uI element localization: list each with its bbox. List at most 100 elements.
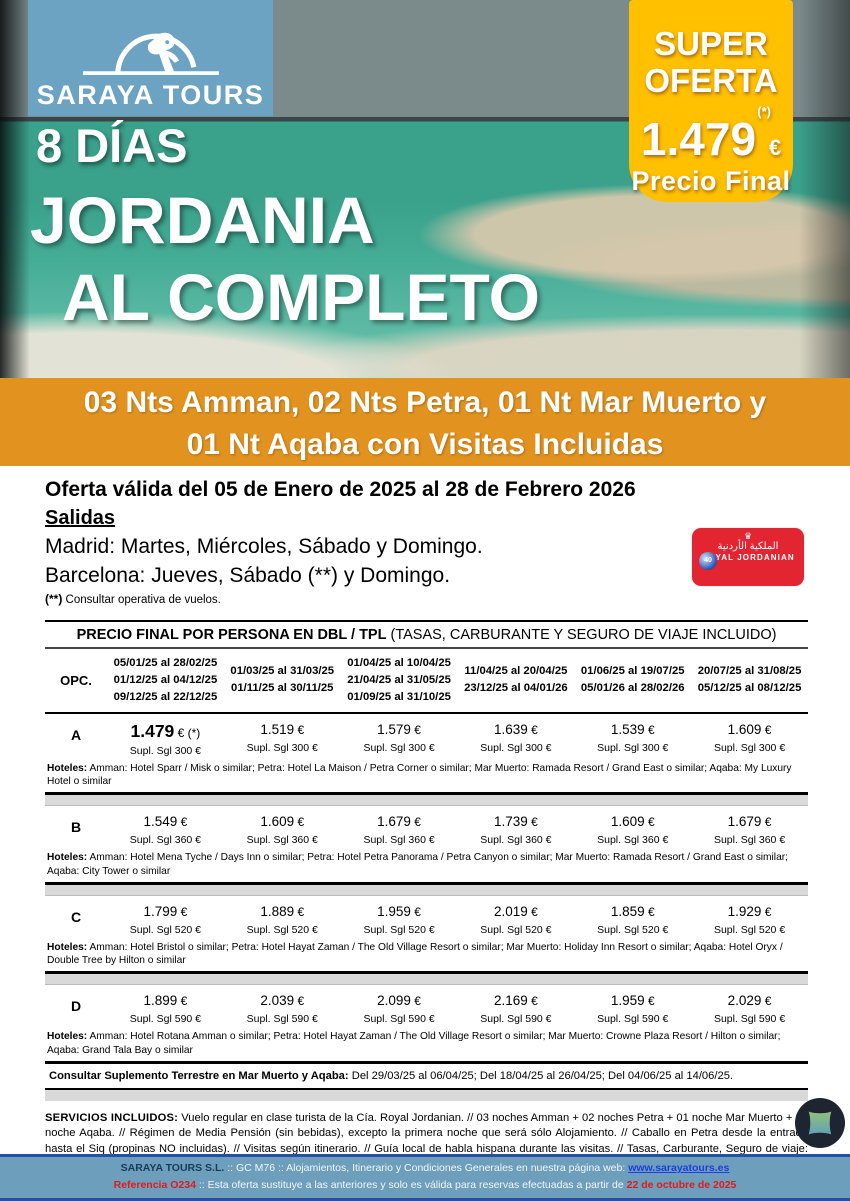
price-table-header: OPC. 05/01/25 al 28/02/25 01/12/25 al 04/…	[45, 649, 808, 714]
price-cell: 1.539 € Supl. Sgl 300 €	[574, 721, 691, 754]
single-supplement: Supl. Sgl 300 €	[129, 744, 202, 757]
option-letter: D	[70, 998, 82, 1015]
single-supplement: Supl. Sgl 520 €	[713, 923, 786, 936]
hero-title: JORDANIA AL COMPLETO	[30, 182, 540, 336]
badge-oferta: OFERTA	[644, 61, 778, 99]
saraya-tours-logo: SARAYA TOURS	[28, 0, 273, 116]
badge-super: SUPER	[654, 25, 768, 62]
rj-anniversary-emblem: 40	[699, 552, 717, 570]
conditions-paragraph-1: SERVICIOS INCLUIDOS: Vuelo regular en cl…	[45, 1111, 808, 1170]
super-offer-badge: SUPER OFERTA (*) 1.479 € Precio Final	[629, 0, 793, 202]
price-cell: 1.929 € Supl. Sgl 520 €	[691, 903, 808, 936]
table-spacer	[45, 1089, 808, 1101]
price-cell: 2.029 € Supl. Sgl 590 €	[691, 992, 808, 1025]
euro-sign: €	[768, 134, 782, 160]
single-supplement: Supl. Sgl 360 €	[246, 834, 318, 847]
opc-header: OPC.	[60, 672, 92, 688]
price-cell: 1.609 € Supl. Sgl 300 €	[691, 721, 808, 754]
single-supplement: Supl. Sgl 520 €	[129, 923, 202, 936]
footer-line2: Referencia O234 :: Esta oferta sustituye…	[113, 1179, 737, 1192]
table-spacer	[45, 884, 808, 896]
single-supplement: Supl. Sgl 360 €	[363, 834, 435, 847]
price-cell: 1.579 € Supl. Sgl 300 €	[341, 721, 458, 754]
hotels-line: Hoteles: Amman: Hotel Bristol o similar;…	[45, 940, 808, 975]
assistant-overlay-button[interactable]	[794, 1097, 846, 1149]
price-cell: 2.099 € Supl. Sgl 590 €	[341, 992, 458, 1025]
badge-price: 1.479 €	[640, 112, 782, 165]
badge-precio-final: Precio Final	[631, 166, 791, 197]
rj-wordmark: ROYAL JORDANIAN	[701, 553, 795, 562]
date-column-header-2: 01/03/25 al 31/03/25 01/11/25 al 30/11/25	[230, 665, 335, 695]
option-row-D: D 1.899 € Supl. Sgl 590 €2.039 € Supl. Sgl …	[45, 985, 808, 1064]
date-column-header-5: 01/06/25 al 19/07/25 05/01/26 al 28/02/26	[580, 665, 685, 695]
price-cell: 2.039 € Supl. Sgl 590 €	[224, 992, 341, 1025]
intro-section: Oferta válida del 05 de Enero de 2025 al…	[0, 466, 850, 606]
table-spacer	[45, 974, 808, 986]
hero-title-line1: JORDANIA	[30, 183, 375, 257]
itinerary-banner: 03 Nts Amman, 02 Nts Petra, 01 Nt Mar Mu…	[0, 378, 850, 466]
price-cell: 1.859 € Supl. Sgl 520 €	[574, 903, 691, 936]
price-cell: 1.679 € Supl. Sgl 360 €	[341, 813, 458, 846]
madrid-departures: Madrid: Martes, Miércoles, Sábado y Domi…	[45, 535, 483, 558]
single-supplement: Supl. Sgl 520 €	[246, 923, 318, 936]
brand-name: SARAYA TOURS	[36, 80, 265, 110]
option-row-B: B 1.549 € Supl. Sgl 360 € 1.609 € Supl. Sgl …	[45, 806, 808, 885]
land-supplement-note: Consultar Suplemento Terrestre en Mar Mu…	[45, 1064, 808, 1090]
hotels-line: Hoteles: Amman: Hotel Sparr / Misk o sim…	[45, 761, 808, 796]
rj-arabic-script: الملكية الأردنية	[717, 541, 779, 552]
date-column-header-4: 11/04/25 al 20/04/25 23/12/25 al 04/01/26	[464, 665, 568, 695]
option-letter: B	[70, 819, 82, 836]
price-cell: 1.679 € Supl. Sgl 360 €	[691, 813, 808, 846]
price-cell: 1.959 € Supl. Sgl 520 €	[341, 903, 458, 936]
date-column-header-3: 01/04/25 al 10/04/25 21/04/25 al 31/05/25…	[347, 657, 451, 703]
crown-icon: ♛	[743, 531, 753, 541]
price-cell: 1.609 € Supl. Sgl 360 €	[574, 813, 691, 846]
single-supplement: Supl. Sgl 520 €	[480, 923, 552, 936]
single-supplement: Supl. Sgl 590 €	[713, 1013, 786, 1026]
price-table: PRECIO FINAL POR PERSONA EN DBL / TPL (T…	[45, 620, 808, 1101]
barcelona-departures: Barcelona: Jueves, Sábado (**) y Domingo…	[45, 564, 451, 587]
footer-bar: SARAYA TOURS S.L. :: GC M76 :: Alojamien…	[0, 1154, 850, 1201]
date-column-header-1: 05/01/25 al 28/02/25 01/12/25 al 04/12/25…	[113, 657, 218, 703]
offer-validity: Oferta válida del 05 de Enero de 2025 al…	[45, 478, 636, 501]
single-supplement: Supl. Sgl 300 €	[363, 741, 435, 754]
option-row-C: C 1.799 € Supl. Sgl 520 €1.889 € Supl. Sgl …	[45, 896, 808, 975]
single-supplement: Supl. Sgl 300 €	[713, 741, 786, 754]
date-column-header-6: 20/07/25 al 31/08/25 05/12/25 al 08/12/25	[697, 665, 802, 695]
table-spacer	[45, 795, 808, 807]
badge-asterisk: (*)	[757, 103, 771, 119]
price-cell: 1.519 € Supl. Sgl 300 €	[224, 721, 341, 754]
single-supplement: Supl. Sgl 590 €	[480, 1013, 552, 1026]
star-badge-icon	[795, 1098, 845, 1148]
price-cell: 1.799 € Supl. Sgl 520 €	[107, 903, 224, 936]
valid-from-date: 22 de octubre de 2025	[626, 1179, 737, 1192]
itinerary-line1: 03 Nts Amman, 02 Nts Petra, 01 Nt Mar Mu…	[83, 386, 767, 419]
footer-line1: SARAYA TOURS S.L. :: GC M76 :: Alojamien…	[120, 1162, 730, 1175]
price-cell: 1.549 € Supl. Sgl 360 €	[107, 813, 224, 846]
price-cell: 2.019 € Supl. Sgl 520 €	[457, 903, 574, 936]
single-supplement: Supl. Sgl 590 €	[246, 1013, 318, 1026]
price-cell: 1.959 € Supl. Sgl 590 €	[574, 992, 691, 1025]
price-table-body: A 1.479 € (*) Supl. Sgl 300 €1.519 € Supl. …	[45, 714, 808, 1064]
single-supplement: Supl. Sgl 520 €	[363, 923, 435, 936]
hotels-line: Hoteles: Amman: Hotel Rotana Amman o sim…	[45, 1029, 808, 1064]
single-supplement: Supl. Sgl 360 €	[597, 834, 669, 847]
single-supplement: Supl. Sgl 590 €	[363, 1013, 435, 1026]
falcon-arch-icon	[82, 32, 219, 75]
price-cell: 1.479 € (*) Supl. Sgl 300 €	[107, 721, 224, 757]
hero-title-line2: AL COMPLETO	[62, 260, 540, 335]
single-supplement: Supl. Sgl 520 €	[597, 923, 669, 936]
price-cell: 1.889 € Supl. Sgl 520 €	[224, 903, 341, 936]
flights-note: (**) Consultar operativa de vuelos.	[45, 592, 221, 606]
price-table-title: PRECIO FINAL POR PERSONA EN DBL / TPL (T…	[45, 622, 808, 649]
company-name: SARAYA TOURS S.L.	[120, 1162, 225, 1175]
reference-code: Referencia O234	[113, 1179, 196, 1192]
price-cell: 1.639 € Supl. Sgl 300 €	[457, 721, 574, 754]
single-supplement: Supl. Sgl 590 €	[129, 1013, 202, 1026]
hero-days: 8 DÍAS	[36, 119, 188, 172]
single-supplement: Supl. Sgl 360 €	[480, 834, 552, 847]
hotels-line: Hoteles: Amman: Hotel Mena Tyche / Days …	[45, 850, 808, 885]
website-link[interactable]: www.sarayatours.es	[628, 1162, 730, 1175]
single-supplement: Supl. Sgl 590 €	[597, 1013, 669, 1026]
